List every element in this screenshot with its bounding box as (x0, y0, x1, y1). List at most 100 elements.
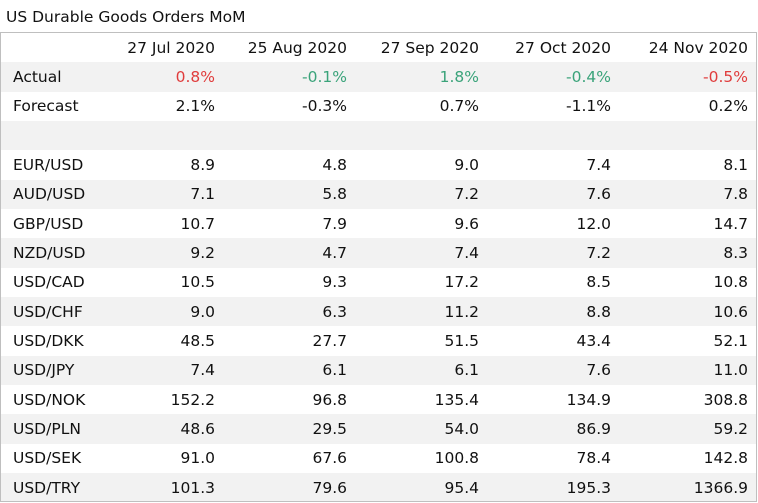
table-cell: 78.4 (576, 449, 611, 468)
table-cell: 10.7 (180, 214, 215, 233)
table-cell: 8.3 (619, 238, 756, 268)
table-cell: -1.1% (566, 97, 611, 116)
table-cell: 67.6 (312, 449, 347, 468)
table-cell: 10.6 (619, 297, 756, 327)
column-header (1, 33, 95, 62)
table-cell: 59.2 (619, 414, 756, 444)
table-cell: 7.6 (487, 179, 619, 210)
column-header: 27 Oct 2020 (515, 38, 611, 57)
row-label: USD/SEK (13, 449, 82, 468)
table-cell: 79.6 (223, 473, 355, 501)
table-cell: 135.4 (434, 390, 479, 409)
table-cell: 142.8 (703, 449, 748, 468)
table-cell: 9.0 (95, 297, 223, 327)
table-cell: 8.5 (586, 273, 611, 292)
table-cell (487, 121, 619, 151)
header-row: 27 Jul 2020 25 Aug 2020 27 Sep 2020 27 O… (1, 33, 756, 62)
table-cell: 95.4 (355, 473, 487, 501)
table-cell: 5.8 (223, 179, 355, 210)
table-cell: -0.3% (302, 97, 347, 116)
row-label: AUD/USD (1, 179, 95, 210)
table-cell: -0.5% (619, 62, 756, 92)
column-header: 24 Nov 2020 (648, 38, 748, 57)
table-cell: 7.6 (487, 355, 619, 386)
data-table-container: 27 Jul 2020 25 Aug 2020 27 Sep 2020 27 O… (0, 32, 757, 502)
table-cell: 9.0 (454, 156, 479, 175)
row-label: GBP/USD (13, 214, 84, 233)
table-cell: 86.9 (487, 414, 619, 444)
table-cell: 51.5 (444, 332, 479, 351)
table-row: Actual 0.8% -0.1% 1.8% -0.4% -0.5% (1, 62, 756, 92)
table-cell: -0.4% (487, 62, 619, 92)
table-row (1, 121, 756, 151)
table-cell: 29.5 (223, 414, 355, 444)
table-cell: 52.1 (713, 332, 748, 351)
row-label: NZD/USD (1, 238, 95, 268)
table-cell (355, 121, 487, 151)
table-cell: 1.8% (355, 62, 487, 92)
table-row: USD/NOK 152.2 96.8 135.4 134.9 308.8 (1, 385, 756, 414)
table-cell: 0.7% (439, 97, 479, 116)
table-cell: 10.5 (180, 273, 215, 292)
row-label: USD/JPY (1, 355, 95, 386)
table-cell: 6.3 (223, 297, 355, 327)
table-row: USD/CAD 10.5 9.3 17.2 8.5 10.8 (1, 268, 756, 297)
table-cell (619, 121, 756, 151)
table-cell: 54.0 (355, 414, 487, 444)
table-cell: 152.2 (170, 390, 215, 409)
row-label (1, 121, 95, 151)
table-cell: 4.8 (322, 156, 347, 175)
table-cell: 8.9 (190, 156, 215, 175)
table-row: USD/SEK 91.0 67.6 100.8 78.4 142.8 (1, 444, 756, 473)
table-cell: 2.1% (175, 97, 215, 116)
table-cell: 1366.9 (619, 473, 756, 501)
table-cell: 9.6 (454, 214, 479, 233)
column-header: 25 Aug 2020 (247, 38, 347, 57)
table-cell: 11.0 (619, 355, 756, 386)
table-cell: 7.1 (95, 179, 223, 210)
row-label: USD/CAD (13, 273, 85, 292)
row-label: Actual (1, 62, 95, 92)
table-cell: 17.2 (444, 273, 479, 292)
table-cell: 7.8 (619, 179, 756, 210)
table-cell: 10.8 (713, 273, 748, 292)
row-label: USD/TRY (1, 473, 95, 501)
table-cell: 308.8 (703, 390, 748, 409)
table-row: USD/JPY 7.4 6.1 6.1 7.6 11.0 (1, 355, 756, 386)
table-cell: 7.4 (355, 238, 487, 268)
table-cell: 7.9 (322, 214, 347, 233)
table-cell: 14.7 (713, 214, 748, 233)
table-row: USD/TRY 101.3 79.6 95.4 195.3 1366.9 (1, 473, 756, 501)
table-cell: 9.3 (322, 273, 347, 292)
table-cell: 4.7 (223, 238, 355, 268)
table-cell: 11.2 (355, 297, 487, 327)
row-label: USD/CHF (1, 297, 95, 327)
row-label: EUR/USD (13, 156, 84, 175)
table-cell: 7.2 (355, 179, 487, 210)
table-cell: 7.4 (586, 156, 611, 175)
table-cell: 6.1 (223, 355, 355, 386)
table-cell: 100.8 (434, 449, 479, 468)
table-cell: 195.3 (487, 473, 619, 501)
table-row: GBP/USD 10.7 7.9 9.6 12.0 14.7 (1, 209, 756, 238)
row-label: USD/NOK (13, 390, 86, 409)
table-cell: 6.1 (355, 355, 487, 386)
table-cell: 8.8 (487, 297, 619, 327)
table-row: USD/PLN 48.6 29.5 54.0 86.9 59.2 (1, 414, 756, 444)
table-row: USD/DKK 48.5 27.7 51.5 43.4 52.1 (1, 326, 756, 355)
table-cell: 96.8 (312, 390, 347, 409)
table-cell: 0.8% (95, 62, 223, 92)
table-cell: 101.3 (95, 473, 223, 501)
table-cell: 134.9 (566, 390, 611, 409)
table-body: Actual 0.8% -0.1% 1.8% -0.4% -0.5% Forecast 2.1… (1, 62, 756, 501)
table-cell: 48.5 (180, 332, 215, 351)
table-cell (223, 121, 355, 151)
table-row: USD/CHF 9.0 6.3 11.2 8.8 10.6 (1, 297, 756, 327)
table-cell: 7.2 (487, 238, 619, 268)
table-row: EUR/USD 8.9 4.8 9.0 7.4 8.1 (1, 150, 756, 179)
table-title: US Durable Goods Orders MoM (6, 8, 246, 26)
column-header: 27 Sep 2020 (380, 38, 479, 57)
table-cell: 9.2 (95, 238, 223, 268)
table-cell: 0.2% (708, 97, 748, 116)
table-cell: 12.0 (576, 214, 611, 233)
